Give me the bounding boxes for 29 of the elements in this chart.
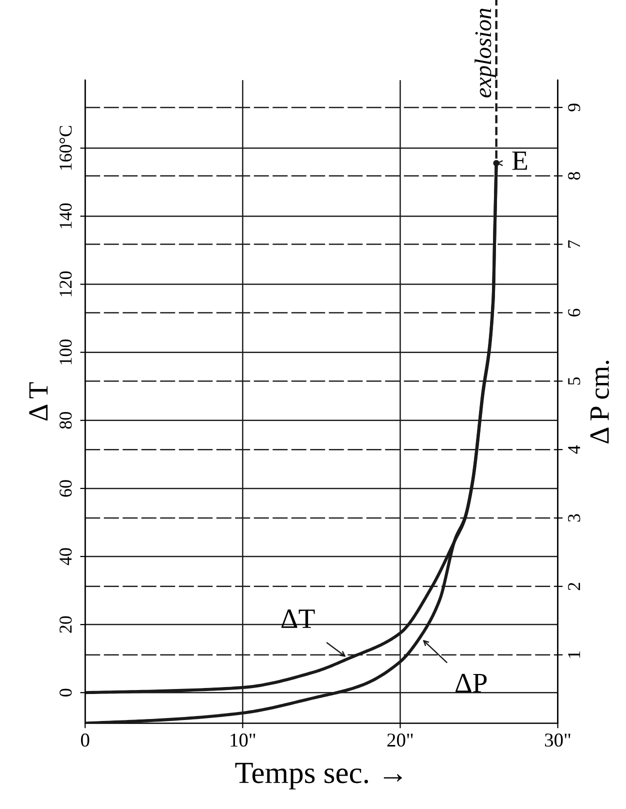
x-tick-label: 10" xyxy=(230,734,256,747)
y-tick-label: 80 xyxy=(60,412,72,429)
y-tick-label: 20 xyxy=(60,616,72,633)
y-tick-label: 100 xyxy=(60,339,72,364)
x-tick-label: 0 xyxy=(81,734,90,747)
y2-tick-label: 9 xyxy=(568,104,580,112)
y-tick-label: 160°C xyxy=(60,126,72,170)
y2-tick-label: 3 xyxy=(568,514,580,522)
ref-line-label: explosion xyxy=(474,8,496,98)
y-tick-label: 140 xyxy=(60,203,72,228)
y2-axis-title: Δ P cm. xyxy=(590,360,610,444)
y-tick-label: 60 xyxy=(60,480,72,497)
annotation: ΔT xyxy=(281,610,315,628)
y2-tick-label: 5 xyxy=(568,377,580,385)
y2-tick-label: 4 xyxy=(568,445,580,454)
annotation: ΔP xyxy=(456,674,487,692)
y2-tick-label: 2 xyxy=(568,582,580,590)
y-tick-label: 40 xyxy=(60,548,72,566)
x-tick-label: 20" xyxy=(387,734,413,747)
y-axis-title: Δ T xyxy=(29,382,48,420)
y-tick-label: 0 xyxy=(60,688,72,696)
annotation: E xyxy=(512,152,528,170)
y2-tick-label: 7 xyxy=(568,240,580,248)
y2-tick-label: 6 xyxy=(568,308,580,316)
y-tick-label: 120 xyxy=(60,271,72,296)
y2-tick-label: 8 xyxy=(568,172,580,180)
x-axis-title: Temps sec. → xyxy=(235,762,402,790)
x-tick-label: 30" xyxy=(545,734,570,747)
y2-tick-label: 1 xyxy=(568,651,580,658)
